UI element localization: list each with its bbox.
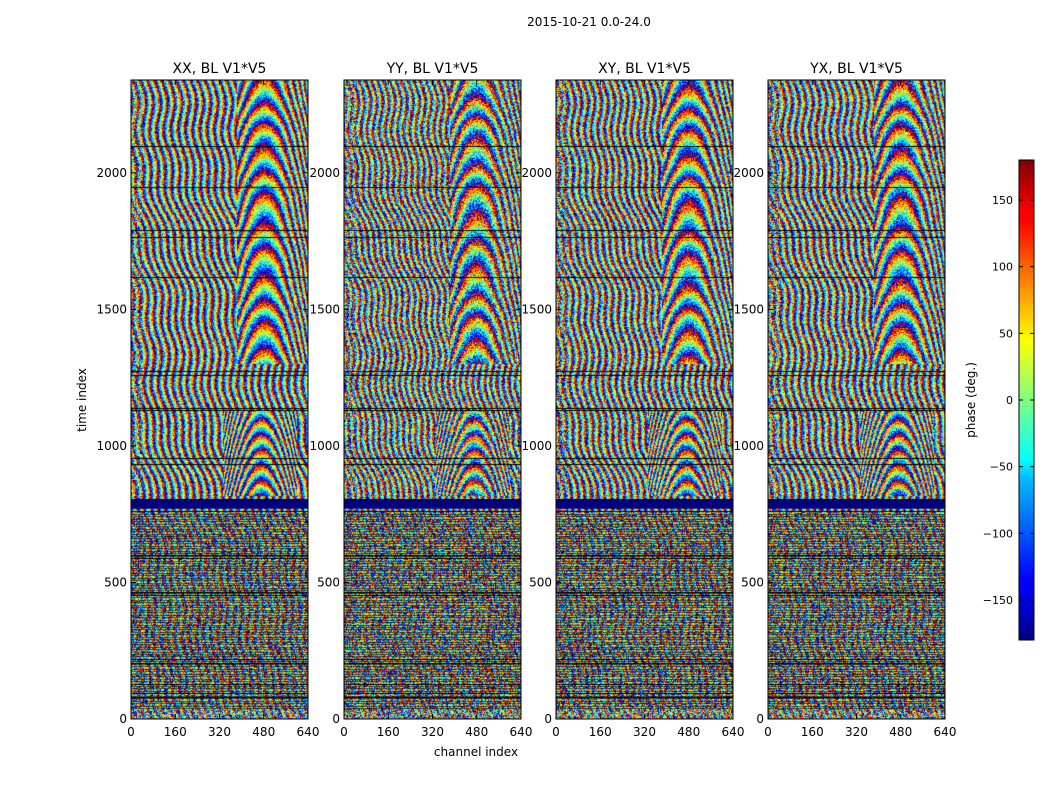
x-tick-label: 0 xyxy=(127,725,135,739)
colorbar-tick-label: 150 xyxy=(992,194,1013,207)
colorbar-ticks: −150 −100 −50 0 50 100 150 xyxy=(983,194,1034,607)
panel-title: YY, BL V1*V5 xyxy=(386,61,479,77)
x-tick-label: 0 xyxy=(764,725,772,739)
y-tick-label: 1500 xyxy=(733,302,764,316)
y-tick-label: 1500 xyxy=(96,302,127,316)
panels: XX, BL V1*V5 0 160 320 480 640 0 500 1000 1500 200… xyxy=(96,61,956,739)
x-tick-label: 640 xyxy=(510,725,533,739)
y-tick-label: 1500 xyxy=(521,302,552,316)
panel-xx: XX, BL V1*V5 0 160 320 480 640 0 500 1000 1500 200… xyxy=(96,61,319,739)
y-tick-label: 0 xyxy=(332,712,340,726)
y-tick-label: 2000 xyxy=(521,166,552,180)
x-tick-label: 160 xyxy=(589,725,612,739)
x-tick-label: 480 xyxy=(677,725,700,739)
colorbar-tick-label: −100 xyxy=(983,527,1013,540)
x-tick-label: 320 xyxy=(208,725,231,739)
y-tick-label: 500 xyxy=(741,575,764,589)
x-tick-label: 640 xyxy=(934,725,957,739)
y-tick-label: 1000 xyxy=(733,439,764,453)
y-tick-label: 0 xyxy=(544,712,552,726)
colorbar-tick-label: 50 xyxy=(999,327,1013,340)
x-tick-label: 320 xyxy=(633,725,656,739)
panel-title: YX, BL V1*V5 xyxy=(809,61,903,77)
heatmap-image xyxy=(131,80,308,719)
y-tick-label: 1000 xyxy=(521,439,552,453)
x-tick-label: 160 xyxy=(801,725,824,739)
colorbar-tick-label: 100 xyxy=(992,261,1013,274)
x-axis-label: channel index xyxy=(434,745,518,759)
y-tick-label: 2000 xyxy=(96,166,127,180)
x-tick-label: 480 xyxy=(889,725,912,739)
panel-yx: YX, BL V1*V5 0 160 320 480 640 0 500 1000 1500 200… xyxy=(733,61,956,739)
x-tick-label: 0 xyxy=(552,725,560,739)
panel-title: XY, BL V1*V5 xyxy=(598,61,691,77)
colorbar-tick-label: −50 xyxy=(990,461,1013,474)
figure-title: 2015-10-21 0.0-24.0 xyxy=(527,15,651,29)
colorbar-tick-label: −150 xyxy=(983,594,1013,607)
x-tick-label: 320 xyxy=(421,725,444,739)
y-tick-label: 0 xyxy=(119,712,127,726)
x-tick-label: 640 xyxy=(297,725,320,739)
colorbar: −150 −100 −50 0 50 100 150 phase (deg.) xyxy=(964,159,1035,641)
y-axis-label: time index xyxy=(75,368,89,432)
panel-yy: YY, BL V1*V5 0 160 320 480 640 0 500 1000 1500 200… xyxy=(309,61,532,739)
y-tick-label: 500 xyxy=(104,575,127,589)
y-tick-label: 1000 xyxy=(309,439,340,453)
x-tick-label: 640 xyxy=(722,725,745,739)
x-tick-label: 480 xyxy=(465,725,488,739)
y-tick-label: 1000 xyxy=(96,439,127,453)
y-tick-label: 0 xyxy=(756,712,764,726)
panel-title: XX, BL V1*V5 xyxy=(173,61,267,77)
x-tick-label: 0 xyxy=(340,725,348,739)
panel-xy: XY, BL V1*V5 0 160 320 480 640 0 500 1000 1500 200… xyxy=(521,61,744,739)
heatmap-image xyxy=(344,80,521,719)
y-tick-label: 2000 xyxy=(733,166,764,180)
y-tick-label: 500 xyxy=(529,575,552,589)
x-tick-label: 160 xyxy=(164,725,187,739)
heatmap-image xyxy=(556,80,733,719)
colorbar-tick-label: 0 xyxy=(1006,394,1013,407)
colorbar-label: phase (deg.) xyxy=(964,362,978,438)
y-tick-label: 500 xyxy=(317,575,340,589)
heatmap-image xyxy=(768,80,945,719)
y-tick-label: 2000 xyxy=(309,166,340,180)
y-tick-label: 1500 xyxy=(309,302,340,316)
x-tick-label: 480 xyxy=(252,725,275,739)
x-tick-label: 160 xyxy=(377,725,400,739)
x-tick-label: 320 xyxy=(845,725,868,739)
